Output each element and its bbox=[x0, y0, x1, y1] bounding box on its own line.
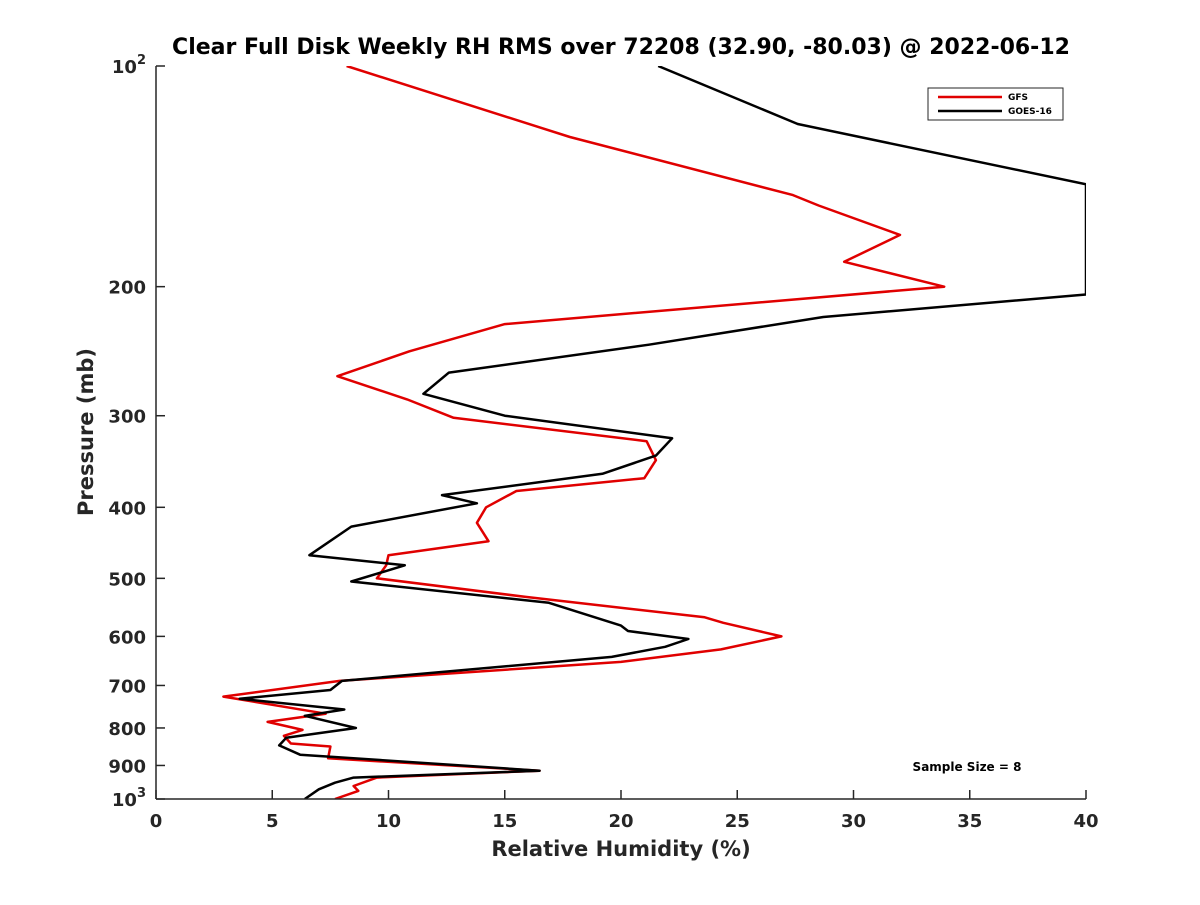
x-tick-label: 15 bbox=[492, 811, 517, 832]
x-tick-label: 10 bbox=[376, 811, 401, 832]
x-tick-label: 20 bbox=[608, 811, 633, 832]
x-tick-label: 40 bbox=[1073, 811, 1098, 832]
chart-title: Clear Full Disk Weekly RH RMS over 72208… bbox=[172, 35, 1070, 60]
x-axis-ticks: 0 5 10 15 20 25 30 35 40 bbox=[150, 790, 1099, 832]
x-axis-label: Relative Humidity (%) bbox=[491, 837, 750, 861]
legend-label-goes16: GOES-16 bbox=[1008, 107, 1052, 117]
sample-size-annotation: Sample Size = 8 bbox=[913, 760, 1022, 774]
x-tick-label: 5 bbox=[266, 811, 279, 832]
x-tick-label: 0 bbox=[150, 811, 163, 832]
y-tick-label: 800 bbox=[108, 719, 146, 740]
y-tick-label: 600 bbox=[108, 627, 146, 648]
x-tick-label: 30 bbox=[841, 811, 866, 832]
y-tick-label: 400 bbox=[108, 498, 146, 519]
y-tick-label: 103 bbox=[112, 786, 146, 811]
y-axis-ticks: 102 200 300 400 500 600 700 800 900 103 bbox=[108, 53, 165, 811]
legend-box bbox=[927, 87, 1064, 121]
y-tick-label: 500 bbox=[108, 569, 146, 590]
x-tick-label: 35 bbox=[957, 811, 982, 832]
y-tick-label: 300 bbox=[108, 407, 146, 428]
y-axis-label: Pressure (mb) bbox=[74, 348, 98, 516]
x-tick-label: 25 bbox=[725, 811, 750, 832]
y-tick-label: 700 bbox=[108, 676, 146, 697]
y-tick-label: 900 bbox=[108, 756, 146, 777]
legend-label-gfs: GFS bbox=[1008, 93, 1028, 103]
series-line-goes16 bbox=[238, 66, 1086, 799]
series-layer bbox=[222, 66, 1086, 799]
legend: GFS GOES-16 bbox=[927, 87, 1064, 121]
y-tick-label: 102 bbox=[112, 53, 146, 78]
y-tick-label: 200 bbox=[108, 278, 146, 299]
